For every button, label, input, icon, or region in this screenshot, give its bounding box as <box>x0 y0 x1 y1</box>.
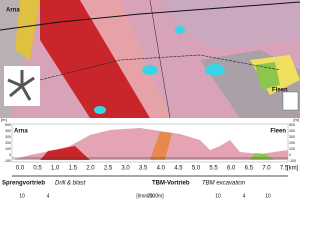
y-tick-label: 100 <box>289 147 295 151</box>
axis-unit: [m] <box>1 117 7 122</box>
y-tick-label: 300 <box>5 135 11 139</box>
y-tick-label: 200 <box>5 141 11 145</box>
inflow-value: 20 <box>147 193 153 199</box>
inflow-value: 4 <box>243 193 246 199</box>
x-tick-label: 3.5 <box>139 166 148 172</box>
x-tick-label: 0.0 <box>16 166 25 172</box>
figure: Arna Fleen Arna Fleen [m] [m] [km] Spren… <box>0 0 301 199</box>
x-tick-label: 6.5 <box>245 166 254 172</box>
y-tick-label: 300 <box>289 135 295 139</box>
y-tick-label: 400 <box>5 129 11 133</box>
x-tick-label: 2.0 <box>86 166 95 172</box>
y-tick-label: 500 <box>5 123 11 127</box>
method-name: TBM-Vortrieb <box>152 181 190 187</box>
profile: Arna Fleen [m] [m] [km] <box>1 117 299 172</box>
map-label: Fleen <box>272 88 288 94</box>
x-tick-label: 7.0 <box>262 166 271 172</box>
inflow-value: 10 <box>215 193 221 199</box>
x-tick-label: 0.5 <box>33 166 42 172</box>
method-subtitle: TBM excavation <box>202 181 246 187</box>
x-tick-label: 1.5 <box>69 166 78 172</box>
inflow-value: 10 <box>19 193 25 199</box>
y-tick-label: -100 <box>4 159 11 163</box>
inflow-value: 10 <box>265 193 271 199</box>
y-tick-label: 200 <box>289 141 295 145</box>
method-subtitle: Drill & blast <box>55 181 86 187</box>
y-tick-label: 0 <box>289 153 291 157</box>
x-tick-label: 1.0 <box>51 166 60 172</box>
x-tick-label: 6.0 <box>227 166 236 172</box>
map-label: Arna <box>6 8 20 14</box>
inflow-value: 4 <box>47 193 50 199</box>
axis-unit: [m] <box>293 117 299 122</box>
axis-unit: [km] <box>287 166 299 172</box>
y-tick-label: 400 <box>289 129 295 133</box>
method-name: Sprengvortrieb <box>2 181 45 187</box>
x-tick-label: 2.5 <box>104 166 113 172</box>
x-tick-label: 4.0 <box>157 166 166 172</box>
inflow-unit: [l/min/100m] <box>136 193 164 199</box>
x-tick-label: 7.5 <box>280 166 289 172</box>
y-tick-label: 0 <box>9 153 11 157</box>
y-tick-label: -100 <box>289 159 296 163</box>
profile-label: Fleen <box>270 129 286 135</box>
x-tick-label: 3.0 <box>121 166 130 172</box>
y-tick-label: 100 <box>5 147 11 151</box>
y-tick-label: 500 <box>289 123 295 127</box>
x-tick-label: 5.5 <box>209 166 218 172</box>
x-tick-label: 4.5 <box>174 166 183 172</box>
geological-map: Arna Fleen <box>0 0 301 119</box>
page: {"map": {"labels": ["Arna", "Fleen"]}, "… <box>0 0 301 200</box>
x-tick-label: 5.0 <box>192 166 201 172</box>
profile-label: Arna <box>14 129 28 135</box>
